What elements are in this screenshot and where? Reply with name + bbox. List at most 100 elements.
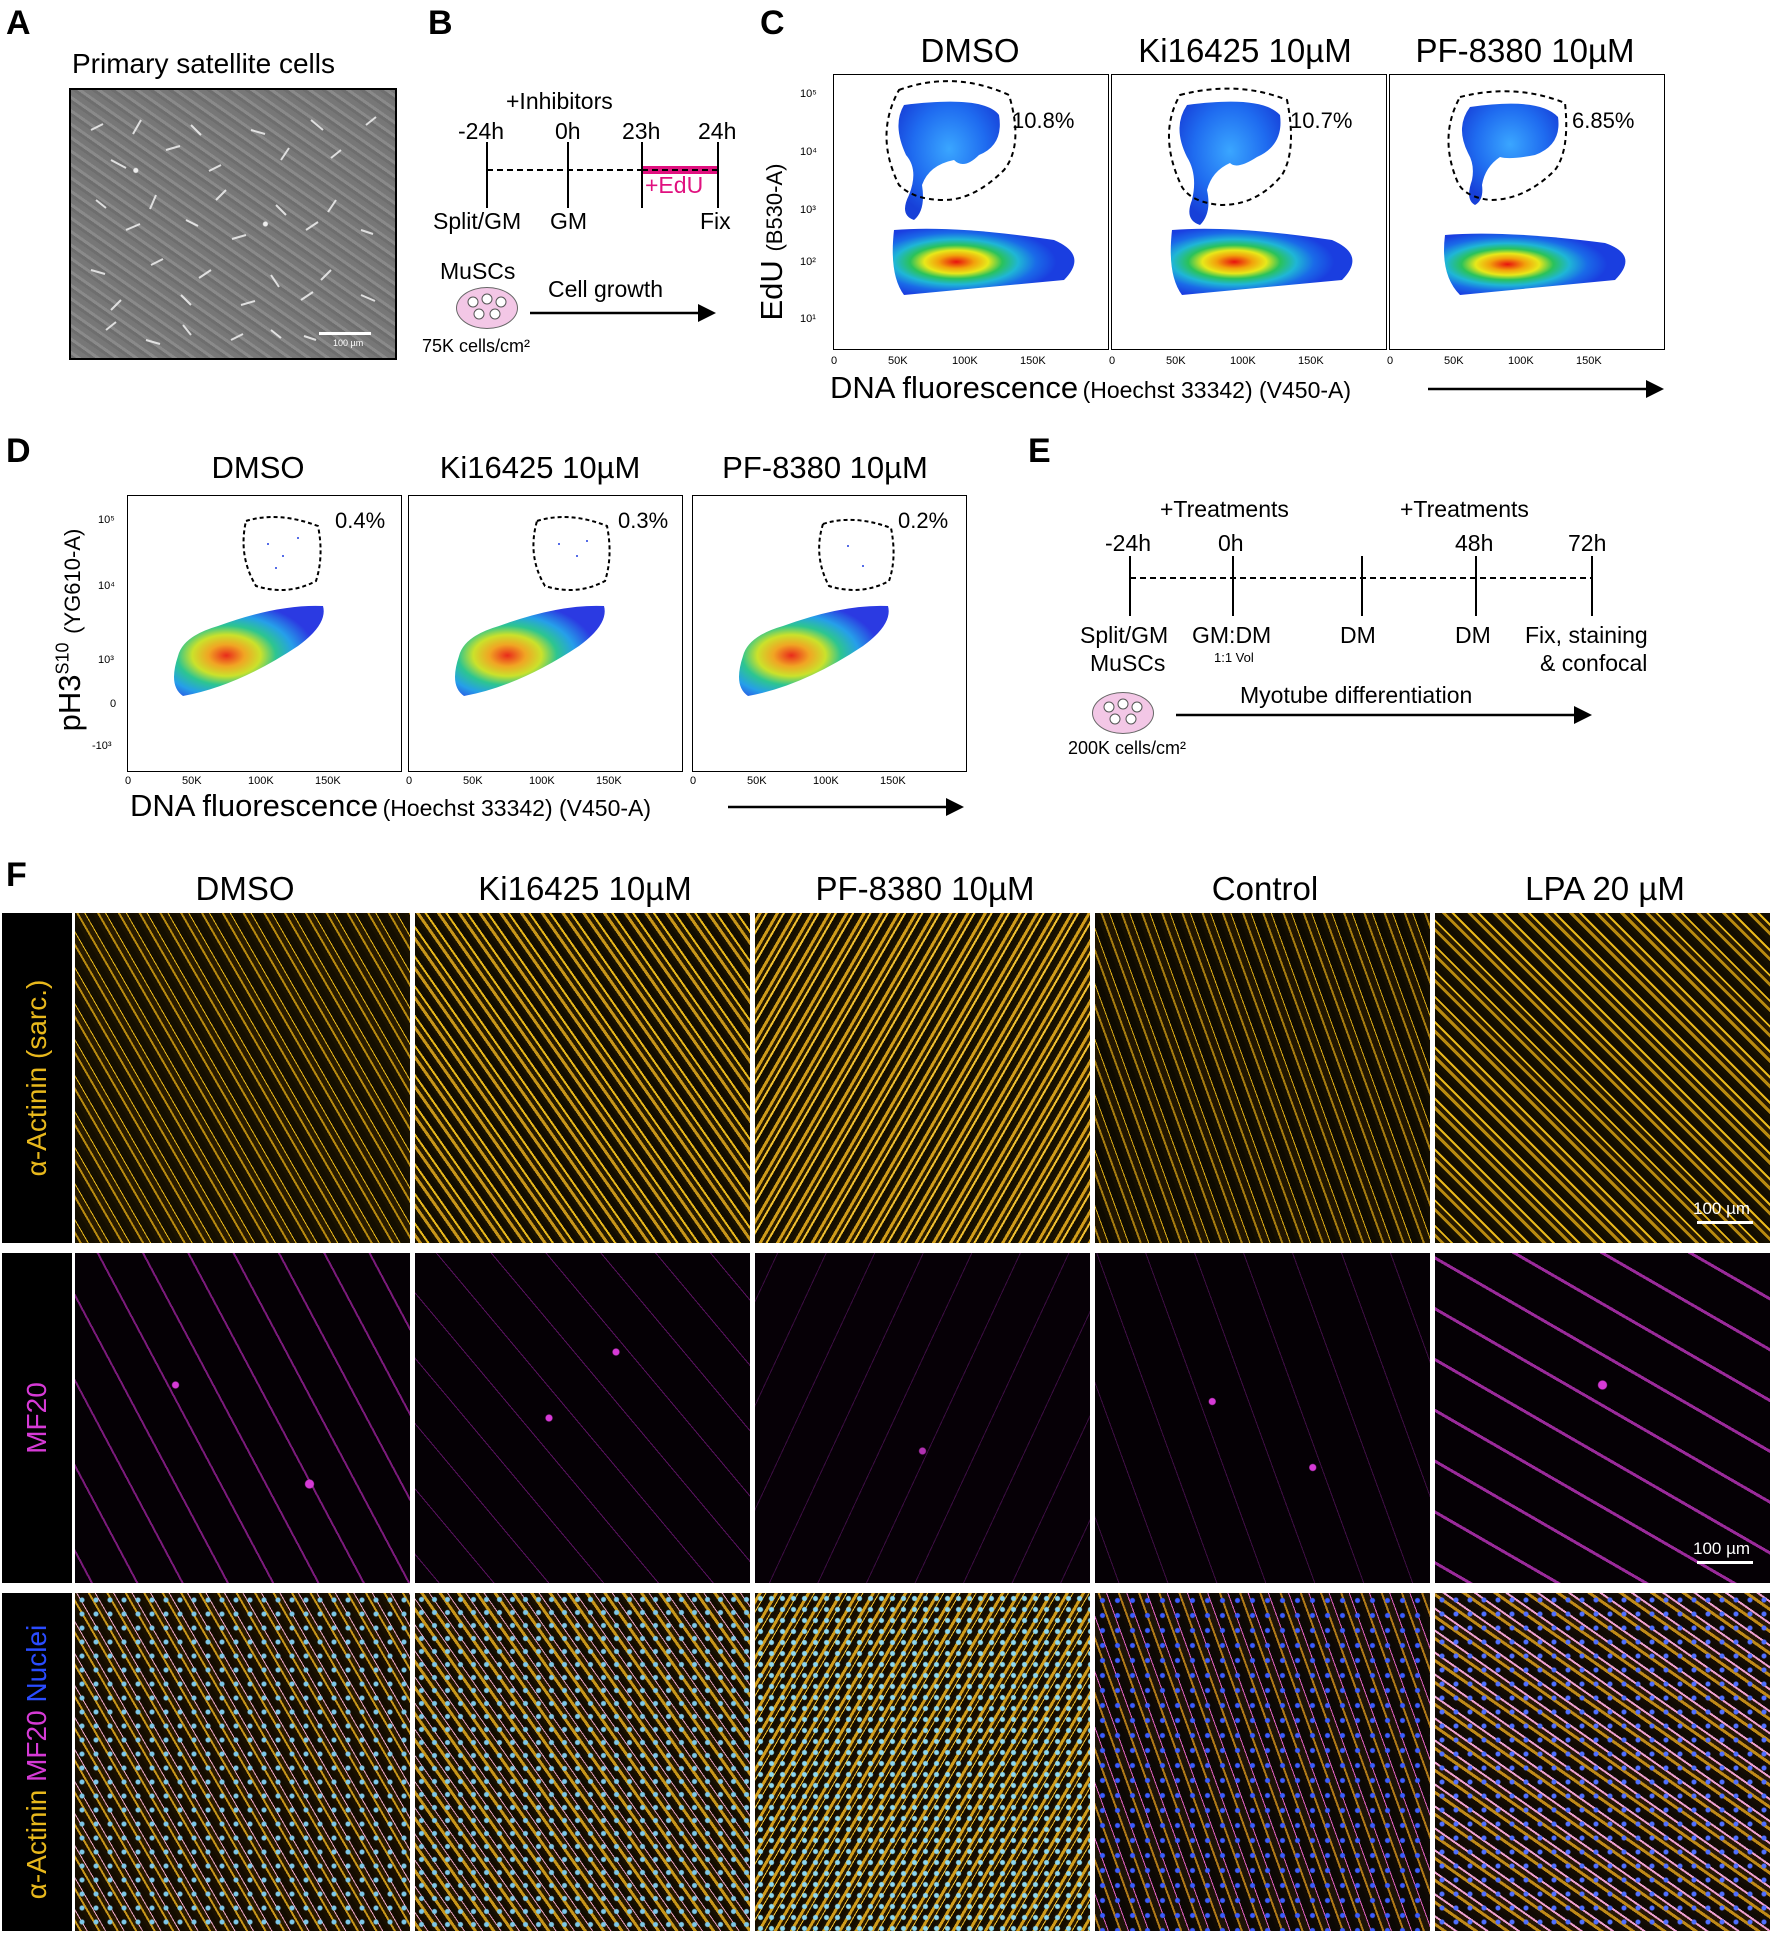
phase-contrast-image: 100 µm xyxy=(69,88,397,360)
c-ytick-4: 10¹ xyxy=(800,313,816,325)
merge-nuclei: Nuclei xyxy=(21,1624,52,1703)
d-gate-pct-1: 0.3% xyxy=(618,508,669,533)
c-xtick-0-0: 0 xyxy=(831,355,838,367)
d-plot-0 xyxy=(127,495,402,772)
treatments-label-2: +Treatments xyxy=(1400,496,1529,522)
panel-a-title: Primary satellite cells xyxy=(72,48,335,79)
scale-bar-a xyxy=(319,332,371,335)
dish-icon-e xyxy=(1092,692,1154,734)
d-xtick-0-1: 50K xyxy=(182,775,202,787)
event-e-4b: & confocal xyxy=(1540,650,1648,676)
scale-bar-actinin xyxy=(1697,1221,1753,1224)
c-xtick-0-2: 100K xyxy=(952,355,978,367)
f-col-3: Control xyxy=(1211,870,1319,907)
d-ytick-1: 10⁴ xyxy=(98,580,115,592)
micrograph-actinin-lpa: 100 µm xyxy=(1435,913,1770,1243)
d-xtick-1-0: 0 xyxy=(406,775,413,787)
c-xtick-1-0: 0 xyxy=(1109,355,1116,367)
micrograph-mf20-ki16425 xyxy=(415,1253,750,1583)
c-plot-2 xyxy=(1389,74,1665,350)
c-ytick-2: 10³ xyxy=(800,204,816,216)
d-ytick-0: 10⁵ xyxy=(98,514,115,526)
event-e-3: DM xyxy=(1455,622,1491,648)
event-b-2: Fix xyxy=(700,208,731,234)
c-density-1 xyxy=(1168,87,1353,295)
event-b-0: Split/GM xyxy=(433,208,522,234)
panel-letter-f: F xyxy=(6,856,27,894)
d-xtick-1-3: 150K xyxy=(596,775,622,787)
tp-b-2: 23h xyxy=(622,118,661,144)
c-ytick-1: 10⁴ xyxy=(800,146,817,158)
c-title-2: PF-8380 10µM xyxy=(1415,32,1635,69)
d-xtick-1-2: 100K xyxy=(529,775,555,787)
d-ylabel-sup: S10 xyxy=(52,642,73,675)
d-xtick-2-1: 50K xyxy=(747,775,767,787)
f-col-1: Ki16425 10µM xyxy=(478,870,692,907)
timeline-b xyxy=(486,142,719,208)
micrograph-actinin-control xyxy=(1095,913,1430,1243)
event-e-1b: 1:1 Vol xyxy=(1214,650,1254,665)
d-ylabel-main: pH3 xyxy=(52,674,87,732)
merge-mf20: MF20 xyxy=(21,1710,52,1782)
panel-letter-a: A xyxy=(6,4,31,42)
d-gate-pct-2: 0.2% xyxy=(898,508,949,533)
c-xlabel-sub: (Hoechst 33342) (V450-A) xyxy=(1082,377,1352,403)
c-xtick-0-3: 150K xyxy=(1020,355,1046,367)
timeline-e xyxy=(1129,556,1593,616)
c-ytick-3: 10² xyxy=(800,256,816,268)
micrograph-merge-dmso xyxy=(75,1593,410,1931)
d-xtick-2-2: 100K xyxy=(813,775,839,787)
micrograph-mf20-pf8380 xyxy=(755,1253,1090,1583)
event-e-0b: MuSCs xyxy=(1090,650,1166,676)
c-xlabel: DNA fluorescence (Hoechst 33342) (V450-A… xyxy=(830,370,1351,406)
event-e-4: Fix, staining xyxy=(1525,622,1648,648)
d-plot-1 xyxy=(408,495,683,772)
scale-bar-mf20 xyxy=(1697,1561,1753,1564)
scale-label-mf20: 100 µm xyxy=(1693,1539,1751,1558)
d-xlabel-sub: (Hoechst 33342) (V450-A) xyxy=(382,795,652,821)
cell-clusters-icon-e xyxy=(1103,698,1143,725)
d-ylabel: pH3S10 (YG610-A) xyxy=(52,529,88,732)
differentiation-arrow xyxy=(1176,706,1592,724)
event-b-1: GM xyxy=(550,208,588,234)
density-label-b: 75K cells/cm² xyxy=(422,336,531,356)
tp-e-3: 72h xyxy=(1568,530,1607,556)
d-xtick-0-3: 150K xyxy=(315,775,341,787)
tp-b-3: 24h xyxy=(698,118,737,144)
tp-b-1: 0h xyxy=(555,118,581,144)
d-ylabel-sub: (YG610-A) xyxy=(60,528,85,634)
density-label-e: 200K cells/cm² xyxy=(1068,738,1187,758)
d-xlabel: DNA fluorescence (Hoechst 33342) (V450-A… xyxy=(130,788,651,824)
micrograph-actinin-pf8380 xyxy=(755,913,1090,1243)
c-xtick-1-2: 100K xyxy=(1230,355,1256,367)
d-ytick-3: 0 xyxy=(110,698,117,710)
c-title-1: Ki16425 10µM xyxy=(1138,32,1352,69)
micrograph-mf20-lpa: 100 µm xyxy=(1435,1253,1770,1583)
c-xtick-0-1: 50K xyxy=(888,355,908,367)
tp-b-0: -24h xyxy=(458,118,505,144)
d-title-0: DMSO xyxy=(211,450,305,485)
f-col-2: PF-8380 10µM xyxy=(815,870,1035,907)
row-label-actinin: α-Actinin (sarc.) xyxy=(2,913,72,1243)
c-title-0: DMSO xyxy=(920,32,1020,69)
d-scatter-2 xyxy=(739,518,895,696)
c-gate-pct-1: 10.7% xyxy=(1290,108,1353,133)
d-gate-pct-0: 0.4% xyxy=(335,508,386,533)
micrograph-merge-pf8380 xyxy=(755,1593,1090,1931)
c-xtick-2-0: 0 xyxy=(1387,355,1394,367)
c-ytick-0: 10⁵ xyxy=(800,88,817,100)
d-xtick-2-3: 150K xyxy=(880,775,906,787)
cells-label-b: MuSCs xyxy=(440,258,516,284)
edu-bar xyxy=(642,166,718,174)
d-title-1: Ki16425 10µM xyxy=(439,450,641,485)
c-ylabel-sub: (B530-A) xyxy=(762,163,787,252)
c-ylabel-main: EdU xyxy=(754,260,789,321)
tp-e-0: -24h xyxy=(1105,530,1152,556)
tp-e-1: 0h xyxy=(1218,530,1244,556)
d-xtick-0-0: 0 xyxy=(125,775,132,787)
c-gate-pct-2: 6.85% xyxy=(1572,108,1635,133)
d-xtick-1-1: 50K xyxy=(463,775,483,787)
cell-growth-arrow xyxy=(530,304,716,322)
micrograph-actinin-dmso xyxy=(75,913,410,1243)
micrograph-merge-ki16425 xyxy=(415,1593,750,1931)
